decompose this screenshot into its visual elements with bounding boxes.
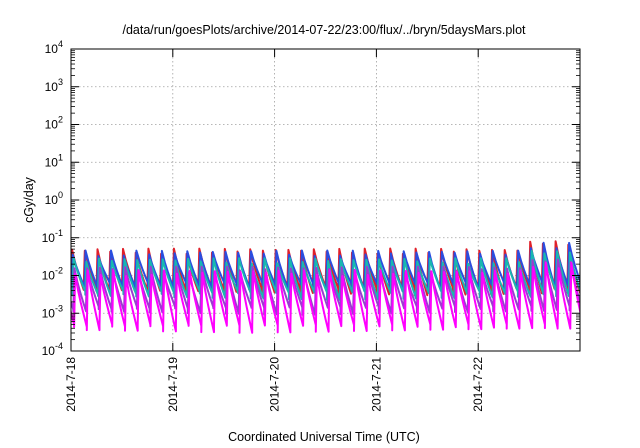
x-tick-label: 2014-7-21 [369, 357, 383, 412]
x-tick-label: 2014-7-22 [471, 357, 485, 412]
x-tick-label: 2014-7-19 [166, 357, 180, 412]
y-tick-label: 102 [45, 115, 63, 132]
y-tick-label: 100 [45, 190, 63, 207]
series-line [71, 261, 580, 334]
y-tick-label: 10-4 [42, 341, 63, 358]
series-line [71, 249, 580, 301]
plot-area [71, 240, 580, 334]
x-tick-label: 2014-7-20 [268, 357, 282, 412]
y-tick-label: 10-1 [42, 228, 63, 245]
y-axis-ticks: 10-4 10-3 10-2 10-1 100 101 102 103 104 [42, 39, 580, 358]
y-axis-label: cGy/day [22, 176, 36, 223]
x-axis-label: Coordinated Universal Time (UTC) [228, 430, 420, 444]
x-tick-label: 2014-7-18 [64, 357, 78, 412]
y-tick-label: 101 [45, 152, 63, 169]
x-axis-ticks: 2014-7-18 2014-7-19 2014-7-20 2014-7-21 2014… [64, 49, 485, 412]
y-tick-label: 10-2 [42, 266, 63, 283]
series-line [71, 258, 580, 316]
chart-title: /data/run/goesPlots/archive/2014-07-22/2… [122, 23, 526, 37]
y-tick-label: 103 [45, 77, 63, 94]
y-tick-label: 10-3 [42, 303, 63, 320]
y-tick-label: 104 [45, 39, 63, 56]
